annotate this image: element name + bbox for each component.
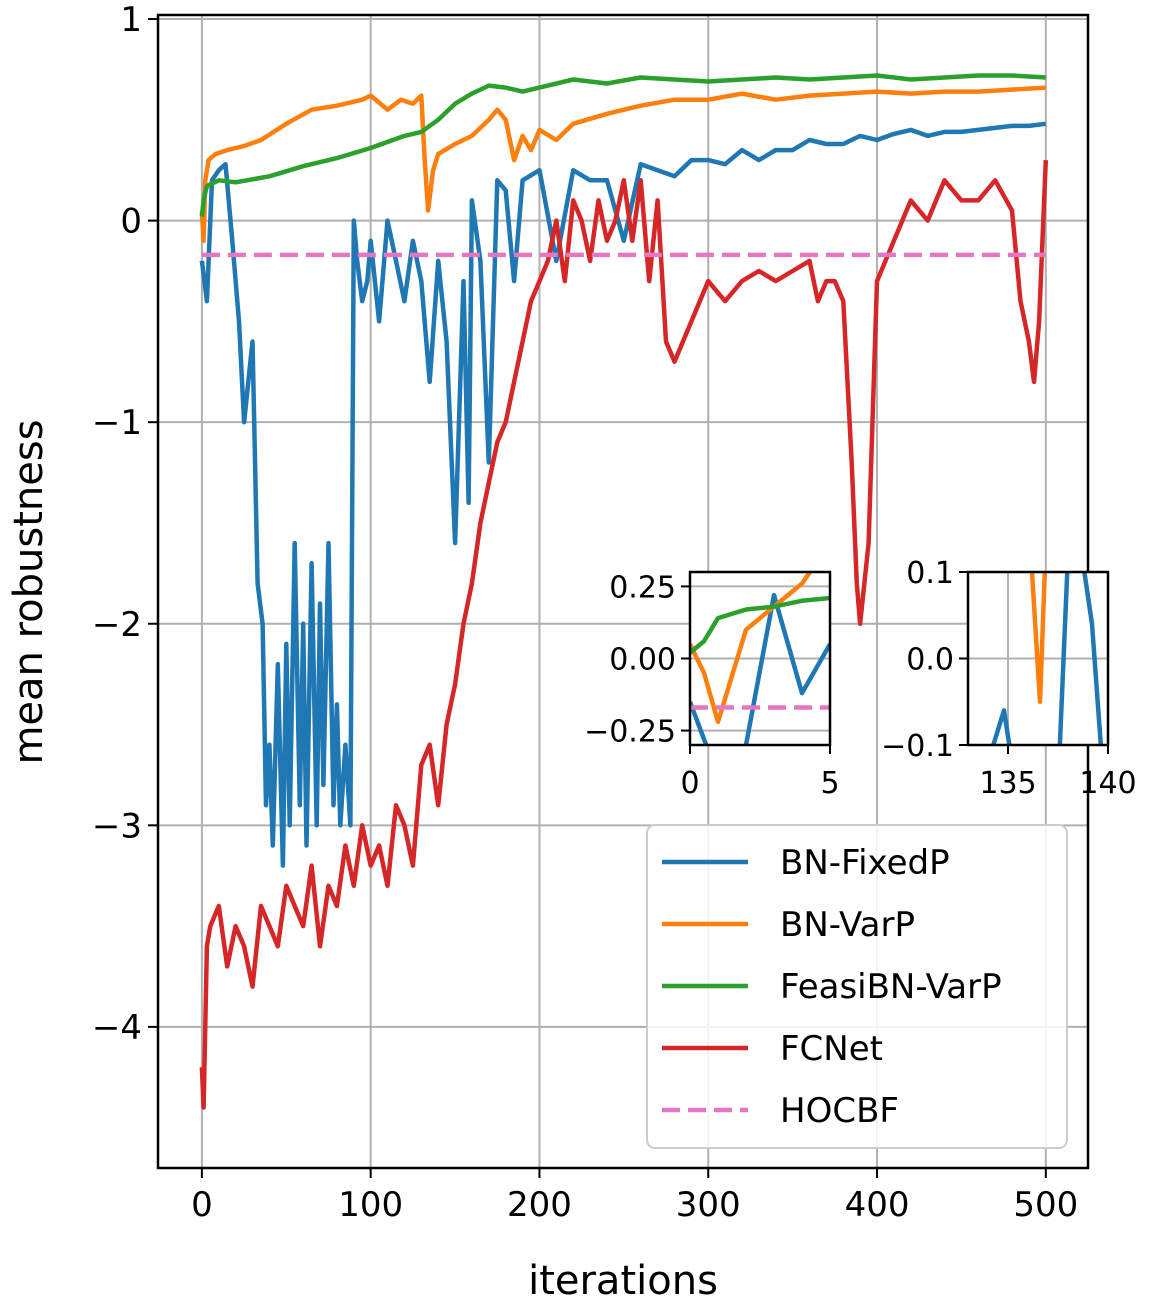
legend-label-bn-varp: BN-VarP [780, 905, 915, 945]
inset-zoom-start: 0 5 0.25 0.00 −0.25 [584, 570, 839, 801]
legend-label-feasibn-varp: FeasiBN-VarP [780, 967, 1002, 1007]
x-tick-label: 200 [507, 1185, 572, 1225]
series-line-bn-varp [199, 85, 1046, 244]
x-tick-label: 100 [338, 1185, 403, 1225]
inset-series-line-bn-varp [690, 572, 813, 725]
legend-label-hocbf: HOCBF [780, 1091, 899, 1131]
inset-frame [688, 570, 832, 747]
series-line-feasibn-varp [199, 73, 1046, 217]
x-tick-label: 500 [1013, 1185, 1078, 1225]
y-tick-label: 0 [120, 202, 142, 242]
inset-y-tick-label: −0.1 [881, 729, 954, 764]
inset-zoom-135-140: 135 140 0.1 0.0 −0.1 [881, 556, 1136, 801]
x-tick-label: 300 [676, 1185, 741, 1225]
inset-y-tick-label: −0.25 [584, 715, 676, 750]
inset-series [990, 572, 1104, 745]
x-tick-label: 0 [191, 1185, 213, 1225]
series-line-fcnet [199, 160, 1049, 1110]
main-ticks: 0 100 200 300 400 500 1 0 −1 −2 −3 −4 [92, 0, 1078, 1225]
inset-series-line-feasibn-varp [690, 595, 830, 655]
y-tick-label: −2 [92, 605, 142, 645]
inset-x-tick-label: 140 [1079, 766, 1136, 801]
main-series [199, 73, 1049, 1110]
inset-x-tick-label: 5 [820, 766, 839, 801]
y-tick-label: 1 [120, 0, 142, 40]
inset-series-line-bn-fixedp [690, 592, 830, 745]
inset-y-tick-label: 0.1 [906, 556, 954, 591]
x-tick-label: 400 [845, 1185, 910, 1225]
inset-frame [966, 570, 1110, 747]
inset-series-line-bn-fixedp [990, 572, 1104, 745]
inset-series [690, 572, 830, 745]
inset-y-tick-label: 0.0 [906, 643, 954, 678]
y-tick-label: −4 [92, 1008, 142, 1048]
inset-x-tick-label: 0 [680, 766, 699, 801]
series-line-bn-fixedp [199, 121, 1047, 868]
x-axis-label: iterations [528, 1258, 718, 1304]
inset-y-tick-label: 0.00 [609, 643, 676, 678]
legend-box [646, 824, 1068, 1149]
y-tick-label: −3 [92, 806, 142, 846]
y-tick-label: −1 [92, 403, 142, 443]
legend-label-bn-fixedp: BN-FixedP [780, 843, 950, 883]
inset-series-line-bn-varp [1029, 572, 1048, 705]
legend: BN-FixedP BN-VarP FeasiBN-VarP FCNet HOCBF [646, 824, 1068, 1149]
legend-label-fcnet: FCNet [780, 1029, 883, 1069]
y-axis-label: mean robustness [6, 419, 52, 764]
inset-x-tick-label: 135 [979, 766, 1036, 801]
inset-y-tick-label: 0.25 [609, 570, 676, 605]
